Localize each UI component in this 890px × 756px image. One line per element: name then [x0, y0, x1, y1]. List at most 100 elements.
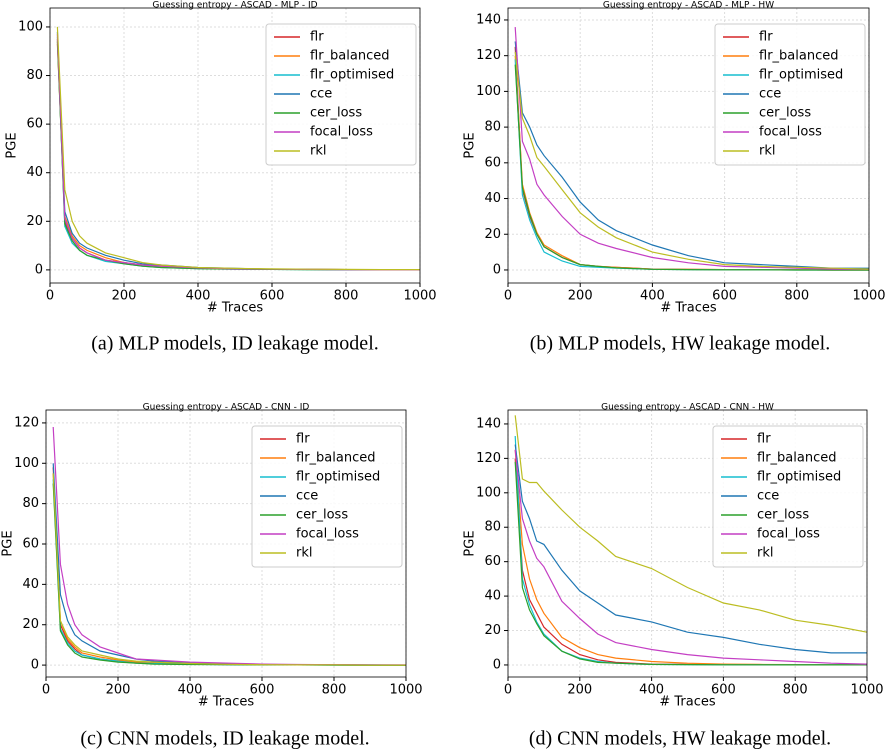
y-tick-label: 60 [26, 117, 43, 132]
x-tick-label: 600 [260, 289, 285, 304]
legend-label: rkl [296, 546, 313, 561]
legend-label: flr_optimised [310, 68, 394, 83]
x-tick-label: 400 [639, 683, 664, 698]
legend-label: flr_balanced [759, 49, 838, 64]
legend-label: cer_loss [757, 508, 809, 523]
y-tick-label: 80 [484, 120, 501, 135]
y-tick-label: 40 [22, 577, 39, 592]
series-line [514, 415, 868, 633]
legend-label: flr_balanced [310, 49, 389, 64]
legend-label: flr [310, 30, 324, 45]
y-tick-label: 60 [22, 537, 39, 552]
legend-label: flr_optimised [757, 470, 841, 485]
series-line [56, 26, 420, 271]
y-tick-label: 20 [484, 227, 501, 242]
legend-label: cer_loss [759, 106, 811, 121]
y-tick-label: 120 [476, 451, 501, 466]
legend-label: cce [759, 87, 781, 102]
x-tick-label: 0 [46, 289, 54, 304]
chart-title: Guessing entropy - ASCAD - CNN - HW [601, 403, 774, 413]
y-tick-label: 0 [35, 262, 43, 277]
legend-label: rkl [310, 144, 327, 159]
legend-label: cer_loss [296, 508, 348, 523]
y-axis-label: PGE [463, 132, 478, 158]
legend-label: flr_balanced [757, 451, 836, 466]
legend-box [712, 425, 864, 568]
x-tick-label: 200 [112, 289, 137, 304]
legend-label: rkl [757, 546, 774, 561]
legend-label: focal_loss [310, 125, 373, 140]
y-tick-label: 100 [476, 84, 501, 99]
x-tick-label: 200 [567, 683, 592, 698]
legend-label: focal_loss [759, 125, 822, 140]
series-line [514, 64, 869, 271]
x-tick-label: 800 [784, 289, 809, 304]
x-axis-label: # Traces [660, 301, 717, 316]
y-tick-label: 80 [26, 68, 43, 83]
y-tick-label: 60 [484, 554, 501, 569]
x-axis-label: # Traces [207, 301, 264, 316]
y-tick-label: 20 [484, 623, 501, 638]
chart-title: Guessing entropy - ASCAD - MLP - HW [603, 1, 774, 11]
x-tick-label: 800 [783, 683, 808, 698]
y-tick-label: 0 [493, 262, 501, 277]
legend-label: cce [310, 87, 332, 102]
y-axis-label: PGE [1, 530, 16, 556]
x-tick-label: 800 [334, 289, 359, 304]
chart-title: Guessing entropy - ASCAD - CNN - ID [143, 403, 310, 413]
plot-frame [49, 7, 421, 284]
plot-frame [507, 409, 868, 678]
y-tick-label: 40 [484, 589, 501, 604]
x-tick-label: 0 [504, 289, 512, 304]
y-tick-label: 120 [476, 48, 501, 63]
y-tick-label: 40 [484, 191, 501, 206]
caption: (b) MLP models, HW leakage model. [530, 333, 831, 355]
legend-label: cce [757, 489, 779, 504]
caption: (c) CNN models, ID leakage model. [80, 728, 369, 750]
plot-frame [45, 409, 407, 678]
series-line [514, 449, 868, 665]
series-line [514, 27, 869, 270]
subplot: 0 200 400 600 800 1000 0 20 40 60 80 100 Guessing en… [5, 1, 437, 355]
y-tick-label: 80 [484, 520, 501, 535]
caption: (d) CNN models, HW leakage model. [529, 728, 831, 750]
x-tick-label: 1000 [389, 683, 422, 698]
legend-label: focal_loss [296, 527, 359, 542]
y-tick-label: 140 [476, 12, 501, 27]
subplot: 0 200 400 600 800 1000 0 20 40 60 80 100 120 140 Guess… [463, 1, 886, 355]
x-tick-label: 200 [106, 683, 131, 698]
legend-box [714, 23, 866, 166]
series-line [514, 41, 869, 269]
legend-label: flr_balanced [296, 451, 375, 466]
y-tick-label: 60 [484, 155, 501, 170]
y-axis-label: PGE [463, 530, 478, 556]
chart-title: Guessing entropy - ASCAD - MLP - ID [152, 1, 317, 11]
x-axis-label: # Traces [198, 695, 255, 710]
subplot: 0 200 400 600 800 1000 0 20 40 60 80 100 120 Guessing… [1, 403, 423, 750]
x-tick-label: 1000 [852, 289, 885, 304]
x-tick-label: 600 [711, 683, 736, 698]
y-tick-label: 120 [14, 415, 39, 430]
y-tick-label: 20 [26, 214, 43, 229]
y-tick-label: 100 [18, 19, 43, 34]
x-tick-label: 400 [640, 289, 665, 304]
y-tick-label: 100 [476, 485, 501, 500]
x-tick-label: 600 [712, 289, 737, 304]
y-axis-label: PGE [5, 132, 20, 158]
legend-label: flr_optimised [759, 68, 843, 83]
legend-box [265, 23, 417, 166]
legend-label: focal_loss [757, 527, 820, 542]
legend-label: flr [757, 432, 771, 447]
legend-box [251, 425, 403, 568]
y-tick-label: 140 [476, 416, 501, 431]
legend-label: cce [296, 489, 318, 504]
x-tick-label: 0 [42, 683, 50, 698]
x-tick-label: 1000 [403, 289, 436, 304]
series-line [514, 461, 867, 666]
x-tick-label: 800 [322, 683, 347, 698]
x-tick-label: 400 [186, 289, 211, 304]
series-line [514, 444, 867, 654]
legend-label: cer_loss [310, 106, 362, 121]
series-line [514, 52, 870, 270]
